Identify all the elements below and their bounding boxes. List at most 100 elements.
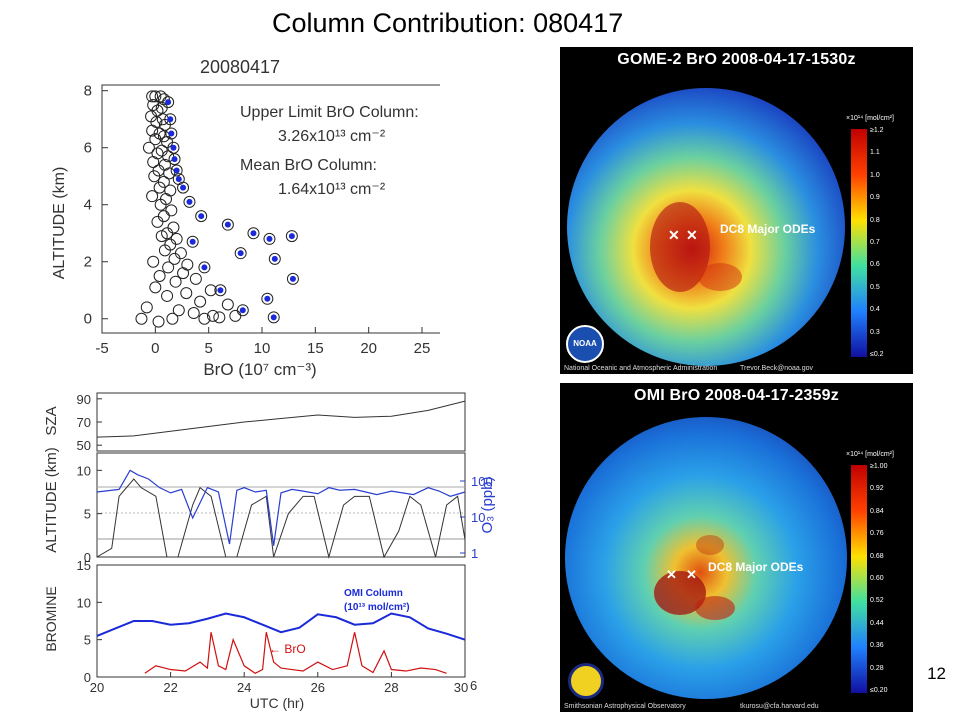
page-number: 12 bbox=[927, 664, 946, 683]
scatter-point-ring bbox=[221, 218, 234, 231]
scatter-point-blue bbox=[270, 314, 277, 321]
scatter-point-open bbox=[169, 275, 182, 288]
scatter-point-ring bbox=[285, 230, 298, 243]
scatter-point-open bbox=[142, 141, 155, 154]
scatter-xtick-label: 5 bbox=[204, 340, 212, 357]
scatter-point-ring bbox=[247, 227, 260, 240]
scale-tick-label: 0.4 bbox=[870, 306, 880, 314]
altitude-line bbox=[96, 478, 466, 559]
scatter-point-ring bbox=[195, 210, 208, 223]
scatter-point-ring bbox=[168, 153, 181, 166]
gome2-footer-right: Trevor.Beck@noaa.gov bbox=[740, 365, 813, 372]
bromine-ylabel: BROMINE bbox=[43, 586, 59, 651]
utc-xlabel: UTC (hr) bbox=[250, 695, 304, 711]
sza-ytick-label: 70 bbox=[77, 415, 91, 430]
scatter-point-blue bbox=[201, 264, 208, 271]
scale-tick-label: 0.44 bbox=[870, 619, 884, 627]
scatter-point-ring bbox=[286, 272, 299, 285]
scatter-point-ring bbox=[268, 252, 281, 265]
omi-column-line bbox=[96, 612, 466, 641]
scatter-point-blue bbox=[170, 144, 177, 151]
scatter-point-open bbox=[154, 198, 167, 211]
gome2-scale-ticks: ≥1.2 1.1 1.0 0.9 0.8 0.7 0.6 0.5 0.4 0.3 ≤0.2 bbox=[870, 127, 910, 359]
scatter-point-open bbox=[157, 210, 170, 223]
sza-line bbox=[96, 400, 466, 438]
scale-tick-label: 0.3 bbox=[870, 328, 880, 336]
scatter-mean-value: 1.64x10¹³ cm⁻² bbox=[278, 181, 386, 198]
scatter-point-ring bbox=[214, 284, 227, 297]
scatter-ylabel: ALTITUDE (km) bbox=[51, 167, 68, 280]
scatter-point-open bbox=[148, 170, 161, 183]
scale-tick-label: 0.84 bbox=[870, 507, 884, 515]
utc-xtick-label: 24 bbox=[237, 680, 251, 695]
o3-ytick-label: 1 bbox=[471, 546, 478, 561]
scatter-point-blue bbox=[167, 116, 174, 123]
utc-xtick-label: 26 bbox=[311, 680, 325, 695]
scatter-point-blue bbox=[175, 176, 182, 183]
alt-ylabel: ALTITUDE (km) bbox=[43, 447, 60, 553]
scatter-point-blue bbox=[217, 287, 224, 294]
scale-tick-label: 0.9 bbox=[870, 194, 880, 202]
scatter-point-blue bbox=[237, 250, 244, 257]
scatter-point-open bbox=[147, 155, 160, 168]
scatter-point-ring bbox=[183, 195, 196, 208]
scatter-point-open bbox=[135, 312, 148, 325]
scatter-point-open bbox=[153, 269, 166, 282]
o3-ytick-label: 10 bbox=[471, 510, 485, 525]
omi-footer-right: tkurosu@cfa.harvard.edu bbox=[740, 703, 819, 710]
scale-tick-label: ≤0.20 bbox=[870, 687, 888, 694]
gome2-overlay-label: DC8 Major ODEs bbox=[720, 222, 816, 236]
scatter-point-blue bbox=[173, 167, 180, 174]
scatter-mean-label: Mean BrO Column: bbox=[240, 157, 377, 174]
alt-frame bbox=[96, 452, 466, 558]
scatter-point-open bbox=[158, 244, 171, 257]
scale-tick-label: 0.28 bbox=[870, 664, 884, 672]
omi-x-marker-icon: ✕ bbox=[686, 567, 697, 582]
scatter-point-blue bbox=[189, 238, 196, 245]
o3-ytick-label: 100 bbox=[471, 474, 493, 489]
scatter-xtick-label: 15 bbox=[307, 340, 324, 357]
utc-xtick-label: 30 bbox=[454, 680, 468, 695]
bro-line bbox=[144, 632, 447, 674]
scatter-point-open bbox=[162, 261, 175, 274]
scale-tick-label: 0.68 bbox=[870, 552, 884, 560]
scatter-point-ring bbox=[267, 311, 280, 324]
omi-map-title: OMI BrO 2008-04-17-2359z bbox=[634, 387, 839, 404]
scatter-point-blue bbox=[198, 213, 205, 220]
bromine-ytick-label: 15 bbox=[77, 558, 91, 573]
scale-tick-label: 1.0 bbox=[870, 171, 880, 179]
omi-scale-unit: ×10¹⁴ [mol/cm²] bbox=[846, 451, 894, 458]
scatter-point-open bbox=[165, 204, 178, 217]
scale-tick-label: 0.8 bbox=[870, 216, 880, 224]
scatter-point-blue bbox=[289, 275, 296, 282]
scatter-point-blue bbox=[264, 295, 271, 302]
scale-tick-label: 0.76 bbox=[870, 530, 884, 538]
gome2-footer-left: National Oceanic and Atmospheric Adminis… bbox=[564, 365, 718, 372]
scatter-point-ring bbox=[263, 232, 276, 245]
scale-tick-label: 0.6 bbox=[870, 261, 880, 269]
slide-title: Column Contribution: 080417 bbox=[272, 8, 624, 38]
o3-line bbox=[96, 469, 466, 546]
scale-tick-label: 0.7 bbox=[870, 239, 880, 246]
bromine-frame bbox=[96, 564, 466, 678]
scatter-point-blue bbox=[165, 99, 172, 106]
scatter-ytick-label: 4 bbox=[84, 197, 92, 214]
bromine-ytick-label: 10 bbox=[77, 595, 91, 610]
scatter-point-open bbox=[140, 301, 153, 314]
scatter-point-ring bbox=[162, 96, 175, 109]
scatter-point-ring bbox=[177, 181, 190, 194]
scatter-point-ring bbox=[198, 261, 211, 274]
scatter-title: 20080417 bbox=[200, 57, 280, 77]
scatter-point-open bbox=[155, 230, 168, 243]
scatter-xtick-label: 25 bbox=[414, 340, 431, 357]
scatter-point-ring bbox=[164, 113, 177, 126]
gome2-x-marker-icon: ✕ bbox=[686, 227, 698, 243]
gome2-scale-unit: ×10¹⁴ [mol/cm²] bbox=[846, 115, 894, 122]
scatter-point-open bbox=[151, 215, 164, 228]
scatter-point-open bbox=[146, 190, 159, 203]
alt-ytick-label: 0 bbox=[84, 550, 91, 565]
scatter-point-open bbox=[181, 258, 194, 271]
scatter-point-blue bbox=[224, 221, 231, 228]
scale-tick-label: 1.1 bbox=[870, 149, 880, 157]
scatter-point-open bbox=[189, 272, 202, 285]
